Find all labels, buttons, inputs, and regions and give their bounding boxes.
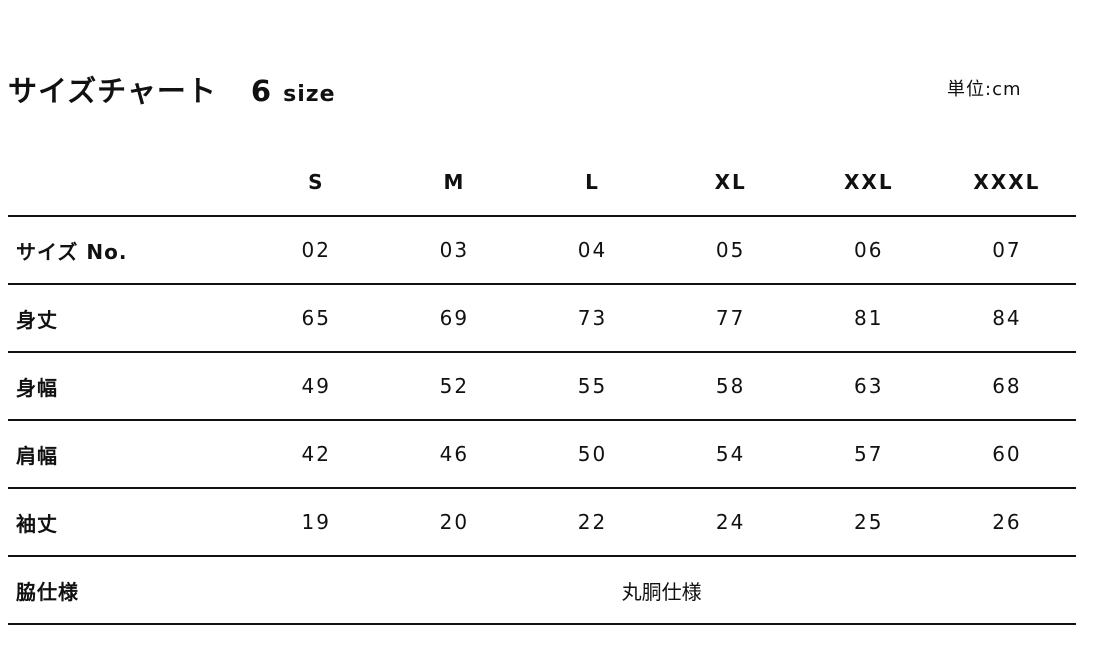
table-row: サイズ No. 02 03 04 05 06 07 [8, 216, 1076, 285]
table-cell: 55 [523, 352, 662, 421]
column-header-xl: XL [661, 149, 800, 217]
column-header-s: S [247, 149, 386, 217]
table-cell: 19 [247, 488, 386, 557]
table-cell: 26 [937, 488, 1076, 557]
table-cell: 22 [523, 488, 662, 557]
row-label: 脇仕様 [8, 556, 248, 625]
page-title: サイズチャート 6 size [8, 68, 336, 110]
table-cell: 73 [523, 284, 662, 353]
table-row: 肩幅 42 46 50 54 57 60 [8, 420, 1076, 489]
table-row: 身丈 65 69 73 77 81 84 [8, 284, 1076, 353]
table-cell: 77 [661, 284, 800, 353]
table-cell: 46 [385, 420, 524, 489]
table-cell: 49 [247, 352, 386, 421]
table-cell: 63 [799, 352, 938, 421]
size-chart-table: S M L XL XXL XXXL サイズ No. 02 03 04 05 06 07 身丈 65 69 73… [8, 149, 1076, 625]
table-cell: 52 [385, 352, 524, 421]
table-cell: 65 [247, 284, 386, 353]
table-cell: 60 [937, 420, 1076, 489]
title-text: サイズチャート [8, 74, 217, 108]
table-cell: 68 [937, 352, 1076, 421]
table-cell: 24 [661, 488, 800, 557]
table-cell: 03 [385, 216, 524, 285]
table-cell: 84 [937, 284, 1076, 353]
row-label: 身丈 [8, 284, 248, 353]
table-cell: 69 [385, 284, 524, 353]
table-row: 袖丈 19 20 22 24 25 26 [8, 488, 1076, 557]
table-cell: 54 [661, 420, 800, 489]
side-spec-value: 丸胴仕様 [247, 556, 1076, 625]
column-header-l: L [523, 149, 662, 217]
table-cell: 42 [247, 420, 386, 489]
header-row: S M L XL XXL XXXL [8, 149, 1076, 217]
column-header-xxxl: XXXL [937, 149, 1076, 217]
table-row: 身幅 49 52 55 58 63 68 [8, 352, 1076, 421]
row-label: 肩幅 [8, 420, 248, 489]
unit-label: 単位:cm [947, 79, 1022, 100]
row-label: サイズ No. [8, 216, 248, 285]
header-empty [8, 149, 248, 217]
table-cell: 02 [247, 216, 386, 285]
table-cell: 50 [523, 420, 662, 489]
table-cell: 07 [937, 216, 1076, 285]
row-label: 身幅 [8, 352, 248, 421]
side-spec-row: 脇仕様 丸胴仕様 [8, 556, 1076, 625]
column-header-xxl: XXL [799, 149, 938, 217]
table-cell: 81 [799, 284, 938, 353]
row-label: 袖丈 [8, 488, 248, 557]
table-cell: 04 [523, 216, 662, 285]
table-cell: 20 [385, 488, 524, 557]
table-cell: 57 [799, 420, 938, 489]
column-header-m: M [385, 149, 524, 217]
size-count: 6 [250, 74, 273, 108]
table-cell: 05 [661, 216, 800, 285]
table-cell: 06 [799, 216, 938, 285]
table-cell: 25 [799, 488, 938, 557]
size-count-unit: size [283, 82, 336, 107]
table-cell: 58 [661, 352, 800, 421]
